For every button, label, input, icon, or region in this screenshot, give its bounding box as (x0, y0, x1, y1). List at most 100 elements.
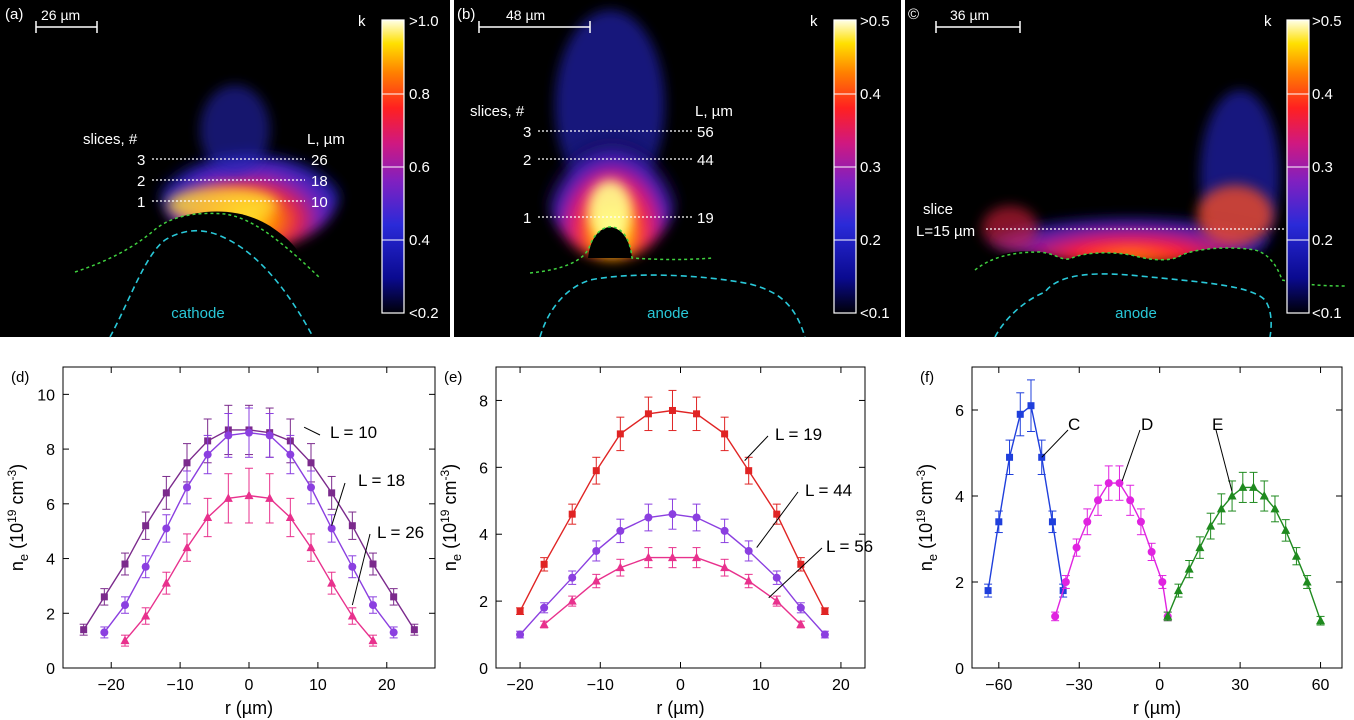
series-line (83, 429, 415, 631)
slice-length: 56 (697, 124, 714, 141)
data-point (100, 593, 108, 601)
plume-core (588, 180, 632, 240)
x-axis-label: r (µm) (225, 698, 273, 718)
panel-label: (d) (11, 369, 29, 386)
data-point (744, 576, 754, 585)
data-point (821, 607, 829, 615)
slice-length: 19 (697, 210, 714, 227)
y-axis-label-rest: (10 (440, 523, 460, 554)
data-point (540, 560, 548, 568)
colorbar-tick-label: 0.4 (409, 232, 430, 249)
data-point (203, 512, 213, 521)
data-point (693, 410, 701, 418)
data-point (1259, 491, 1269, 500)
annotation-leader (1121, 429, 1141, 482)
series-annotation: E (1212, 415, 1223, 434)
slice-text: L=15 µm (916, 223, 975, 240)
series-3 (539, 547, 806, 629)
electrode-label: anode (647, 305, 689, 322)
series-annotation: L = 26 (377, 523, 424, 542)
data-point (348, 522, 356, 530)
surface-line (974, 247, 1346, 287)
data-point (591, 576, 601, 585)
y-axis-label-unit: cm (440, 481, 460, 510)
slices-header: slices, # (83, 131, 138, 148)
data-point (1281, 525, 1291, 534)
slice-number: 1 (137, 194, 145, 211)
x-tick-label: 10 (309, 677, 327, 694)
cathode-body (150, 211, 300, 337)
data-point (121, 560, 129, 568)
y-axis-label-main: n (916, 561, 936, 571)
colorbar-title: k (358, 13, 366, 30)
slice-length: 44 (697, 152, 714, 169)
data-point (692, 513, 701, 522)
y-axis-label-unit: cm (916, 481, 936, 510)
annotation-leader (351, 533, 371, 606)
x-tick-label: −20 (98, 677, 125, 694)
y-axis-label-main: n (7, 561, 27, 571)
series-line (103, 431, 395, 633)
data-point (1048, 518, 1056, 526)
data-point (348, 562, 357, 571)
data-point (796, 603, 805, 612)
annotation-leader (756, 491, 799, 548)
scale-label: 36 µm (950, 7, 989, 23)
colorbar-tick-label: 0.4 (1312, 86, 1333, 103)
series-annotation: L = 18 (358, 471, 405, 490)
data-point (820, 630, 829, 639)
slice-number: 2 (137, 173, 145, 190)
colorbar-title: k (1264, 13, 1272, 30)
data-point (1195, 542, 1205, 552)
panel-c: © 36 µm slice L=15 µm anode k >0.5 0.4 0… (905, 0, 1354, 338)
slice-length: 18 (311, 173, 328, 190)
plume-glow (542, 80, 682, 260)
colorbar-tick-label: 0.3 (860, 159, 881, 176)
plume-hot-left (982, 206, 1038, 250)
data-point (644, 513, 653, 522)
data-point (347, 611, 357, 620)
y-axis-label-close: ) (440, 464, 460, 470)
data-point (1249, 482, 1259, 491)
panel-a: (a) 26 µm slices, # L, µm 3 2 1 26 18 10… (0, 0, 450, 338)
data-point (265, 493, 275, 502)
colorbar-tick-label: 0.8 (409, 86, 430, 103)
data-point (327, 524, 336, 533)
data-point (1027, 402, 1035, 410)
data-point (285, 512, 295, 521)
data-point (567, 596, 577, 605)
x-tick-label: 60 (1312, 677, 1330, 694)
data-point (286, 450, 295, 459)
panel-b-plume (542, 10, 682, 260)
data-point (1227, 491, 1237, 500)
series-3 (120, 467, 378, 647)
annotation-leader (303, 426, 321, 436)
data-point (1216, 503, 1226, 513)
chart-e: −20 −10 0 10 20 0 2 4 6 8 (e) r (µm) ne (1019 cm-3) L… (438, 366, 873, 718)
y-axis-label-unit-exp: -3 (438, 470, 452, 481)
series-annotation: L = 44 (805, 481, 852, 500)
series-annotation: C (1068, 415, 1080, 434)
slice-number: 3 (137, 152, 145, 169)
series-annotation: L = 56 (826, 537, 873, 556)
data-point (1016, 410, 1024, 418)
data-point (797, 560, 805, 568)
data-point (162, 524, 171, 533)
data-point (540, 603, 549, 612)
data-point (616, 526, 625, 535)
y-tick-label: 4 (479, 527, 488, 544)
y-tick-label: 2 (46, 606, 55, 623)
y-axis-label-exp: 19 (5, 509, 19, 523)
data-point (183, 483, 191, 492)
panel-label: (e) (444, 369, 462, 386)
colorbar-tick-label: <0.1 (860, 305, 890, 322)
y-tick-label: 0 (479, 661, 488, 678)
series-line (1054, 482, 1169, 617)
y-axis-label-unit-exp: -3 (914, 470, 928, 481)
data-point (773, 510, 781, 518)
x-tick-label: −30 (1066, 677, 1093, 694)
y-axis-label-rest: (10 (916, 523, 936, 554)
data-point (389, 628, 398, 637)
y-tick-label: 2 (955, 575, 964, 592)
data-point (1006, 453, 1014, 461)
